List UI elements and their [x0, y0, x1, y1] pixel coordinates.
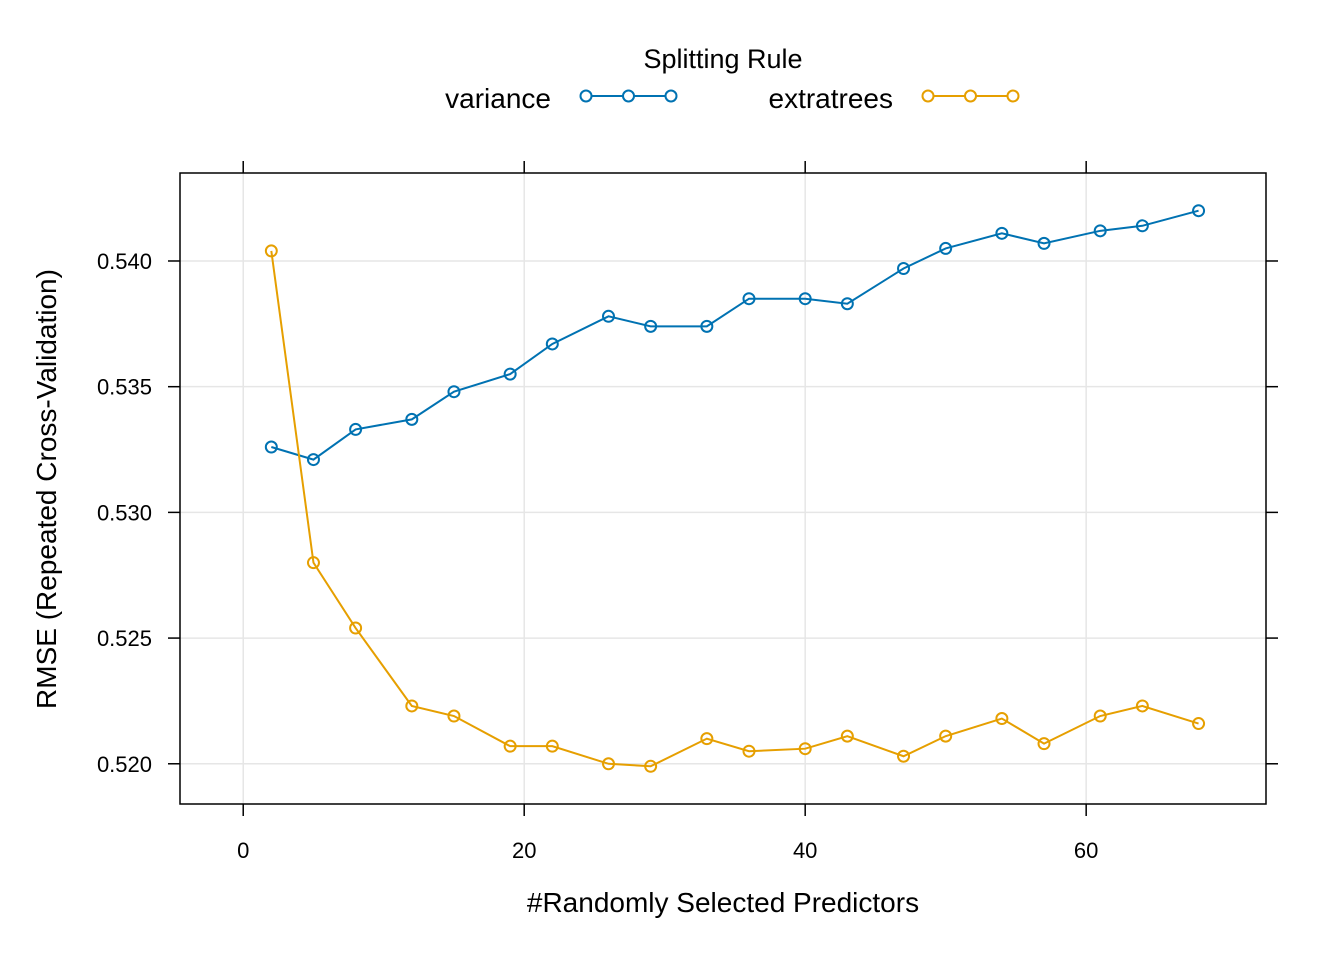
point-extratrees-17 [1093, 709, 1107, 723]
point-variance-3 [405, 412, 419, 426]
plot-frame [179, 172, 1267, 805]
point-variance-17 [1093, 224, 1107, 238]
point-variance-19 [1192, 204, 1206, 218]
point-extratrees-8 [644, 759, 658, 773]
y-tick-label-0-525: 0.525 [97, 626, 152, 651]
point-variance-10 [742, 292, 756, 306]
point-variance-0 [264, 440, 278, 454]
grid-lines [180, 173, 1266, 804]
axis-ticks [168, 161, 1278, 816]
legend-key-variance [579, 89, 678, 103]
point-extratrees-6 [545, 739, 559, 753]
point-variance-18 [1135, 219, 1149, 233]
point-extratrees-0 [264, 244, 278, 258]
point-extratrees-15 [995, 712, 1009, 726]
tick-labels: 0 20 40 60 0.520 0.525 0.530 0.535 0.540 [97, 249, 1098, 863]
series-line-variance [271, 209, 1199, 461]
point-extratrees-12 [840, 729, 854, 743]
series-variance [264, 204, 1206, 467]
x-tick-label-20: 20 [512, 838, 536, 863]
point-extratrees-14 [939, 729, 953, 743]
legend-key-point-extratrees-1 [964, 89, 977, 103]
point-extratrees-18 [1135, 699, 1149, 713]
legend: Splitting Rule variance extratrees [445, 44, 1020, 114]
point-variance-15 [995, 226, 1009, 240]
point-variance-2 [349, 422, 363, 436]
point-variance-12 [840, 297, 854, 311]
legend-key-point-variance-0 [579, 89, 593, 103]
point-extratrees-19 [1192, 717, 1206, 731]
x-axis-title: #Randomly Selected Predictors [527, 887, 919, 918]
point-extratrees-5 [503, 739, 517, 753]
point-extratrees-7 [601, 757, 615, 771]
point-variance-9 [700, 319, 714, 333]
point-extratrees-10 [742, 744, 756, 758]
legend-key-point-variance-2 [664, 89, 678, 103]
y-tick-label-0-54: 0.540 [97, 249, 152, 274]
series-layer [264, 204, 1206, 773]
series-extratrees [264, 244, 1206, 773]
point-variance-16 [1037, 236, 1051, 250]
point-variance-4 [447, 385, 461, 399]
y-tick-label-0-52: 0.520 [97, 752, 152, 777]
point-variance-14 [939, 241, 953, 255]
legend-key-point-extratrees-0 [921, 89, 935, 103]
legend-key-point-variance-1 [622, 89, 635, 103]
x-tick-label-40: 40 [793, 838, 817, 863]
plot-area: 0 20 40 60 0.520 0.525 0.530 0.535 0.540 [97, 161, 1278, 863]
y-tick-label-0-535: 0.535 [97, 375, 152, 400]
series-line-extratrees [270, 250, 1199, 768]
point-extratrees-2 [349, 621, 363, 635]
point-extratrees-1 [306, 556, 320, 570]
point-extratrees-13 [897, 749, 911, 763]
point-variance-7 [601, 309, 615, 323]
point-variance-11 [798, 292, 812, 306]
point-extratrees-11 [798, 742, 812, 756]
y-axis-title: RMSE (Repeated Cross-Validation) [31, 269, 62, 709]
x-tick-label-60: 60 [1074, 838, 1098, 863]
point-extratrees-16 [1037, 737, 1051, 751]
point-variance-5 [503, 367, 517, 381]
point-extratrees-3 [405, 699, 419, 713]
point-variance-13 [897, 262, 911, 276]
y-tick-label-0-53: 0.530 [97, 500, 152, 525]
point-extratrees-9 [700, 732, 714, 746]
x-tick-label-0: 0 [237, 838, 249, 863]
point-extratrees-4 [447, 709, 461, 723]
legend-label-variance: variance [445, 83, 551, 114]
legend-title: Splitting Rule [643, 44, 802, 74]
point-variance-8 [644, 319, 658, 333]
legend-key-point-extratrees-2 [1006, 89, 1020, 103]
legend-label-extratrees: extratrees [769, 83, 894, 114]
point-variance-6 [545, 337, 559, 351]
legend-key-extratrees [921, 89, 1020, 103]
point-variance-1 [306, 453, 320, 467]
